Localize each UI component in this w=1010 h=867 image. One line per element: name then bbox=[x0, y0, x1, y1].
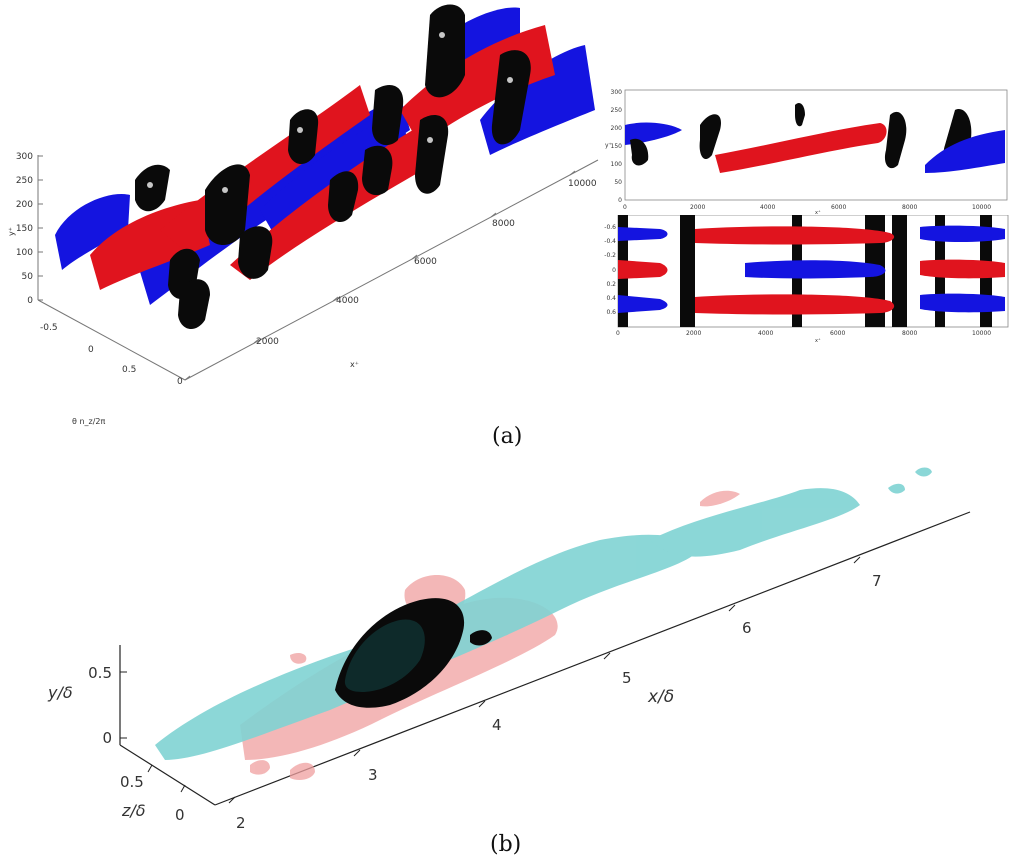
side-y-tick: 100 bbox=[611, 161, 623, 168]
top-x-tick: 10000 bbox=[972, 330, 991, 337]
side-vortex bbox=[699, 114, 721, 160]
vortex-structures bbox=[135, 4, 531, 330]
top-y-tick: 0 bbox=[612, 267, 616, 274]
side-vortex bbox=[630, 138, 649, 166]
b-y-tick: 0.5 bbox=[88, 664, 112, 682]
caption-a: (a) bbox=[492, 424, 523, 449]
side-y-tick: 50 bbox=[614, 179, 622, 186]
top-x-tick: 8000 bbox=[902, 330, 917, 337]
b-x-label: x/δ bbox=[647, 687, 674, 707]
main-x-tick: 10000 bbox=[568, 179, 597, 189]
top-streaks bbox=[618, 225, 1005, 315]
side-vortex bbox=[884, 111, 907, 169]
b-x-tick: 5 bbox=[622, 669, 632, 687]
main-x-tick: 6000 bbox=[414, 257, 437, 267]
main-x-tick: 2000 bbox=[256, 337, 279, 347]
b-x-tick: 4 bbox=[492, 716, 502, 734]
top-x-tick: 6000 bbox=[830, 330, 845, 337]
caption-b: (b) bbox=[490, 832, 522, 857]
main-y-label: y⁺ bbox=[7, 227, 16, 236]
b-x-tick: 3 bbox=[368, 766, 378, 784]
main-z-tick: 0 bbox=[88, 345, 94, 355]
main-x-tick: 4000 bbox=[336, 296, 359, 306]
panel-b-plot: 0.5 0 y/δ 0.5 0 z/δ 2 3 4 5 6 7 x/δ bbox=[0, 460, 1010, 830]
top-x-tick: 2000 bbox=[686, 330, 701, 337]
b-x-axis bbox=[214, 511, 971, 806]
main-z-label: θ n_z/2π bbox=[72, 417, 105, 426]
top-x-tick: 0 bbox=[616, 330, 620, 337]
main-z-tick: -0.5 bbox=[40, 323, 58, 333]
side-x-tick: 4000 bbox=[760, 204, 775, 211]
b-z-label: z/δ bbox=[121, 801, 146, 820]
main-y-tick: 300 bbox=[16, 152, 33, 162]
b-y-label: y/δ bbox=[47, 683, 73, 702]
top-x-tick: 4000 bbox=[758, 330, 773, 337]
panel-a-main-svg: 0 50 100 150 200 250 300 y⁺ -0.5 0 0.5 θ… bbox=[7, 4, 599, 426]
side-low-streak bbox=[925, 130, 1005, 173]
panel-a-side-view: 0 50 100 150 200 250 300 y⁺ 0 2000 4000 … bbox=[600, 85, 1010, 215]
side-x-tick: 6000 bbox=[831, 204, 846, 211]
top-y-tick: 0.6 bbox=[606, 309, 616, 316]
side-high-streak bbox=[715, 123, 887, 173]
side-y-tick: 0 bbox=[618, 197, 622, 204]
top-y-tick: -0.4 bbox=[604, 238, 616, 245]
main-x-label: x⁺ bbox=[350, 360, 359, 369]
b-x-tick: 6 bbox=[742, 619, 752, 637]
side-y-tick: 250 bbox=[611, 107, 623, 114]
b-cyan-surface bbox=[155, 467, 932, 760]
top-y-tick: 0.4 bbox=[606, 295, 616, 302]
side-x-tick: 2000 bbox=[690, 204, 705, 211]
panel-a-main-plot: 0 50 100 150 200 250 300 y⁺ -0.5 0 0.5 θ… bbox=[0, 0, 600, 430]
b-x-tick: 2 bbox=[236, 814, 246, 830]
side-low-streak bbox=[625, 122, 682, 145]
side-x-tick: 10000 bbox=[972, 204, 991, 211]
main-y-tick: 50 bbox=[22, 272, 34, 282]
b-z-tick: 0.5 bbox=[120, 773, 144, 791]
main-y-tick: 0 bbox=[27, 296, 33, 306]
top-view-svg: -0.6 -0.4 -0.2 0 0.2 0.4 0.6 0 2000 4000… bbox=[604, 215, 1009, 344]
side-x-tick: 0 bbox=[623, 204, 627, 211]
b-z-tick: 0 bbox=[175, 806, 185, 824]
top-y-tick: -0.2 bbox=[604, 252, 616, 259]
side-y-label: y⁺ bbox=[605, 142, 612, 149]
side-y-tick: 200 bbox=[611, 125, 623, 132]
b-x-tick: 7 bbox=[872, 572, 882, 590]
main-y-tick: 100 bbox=[16, 248, 33, 258]
top-y-tick: -0.6 bbox=[604, 224, 616, 231]
top-x-label: x⁺ bbox=[815, 338, 821, 344]
side-vortex bbox=[795, 103, 805, 127]
side-view-svg: 0 50 100 150 200 250 300 y⁺ 0 2000 4000 … bbox=[605, 89, 1008, 215]
main-y-tick: 200 bbox=[16, 200, 33, 210]
main-x-tick: 8000 bbox=[492, 219, 515, 229]
main-x-axis bbox=[184, 159, 599, 381]
side-y-tick: 150 bbox=[611, 143, 623, 150]
main-y-tick: 250 bbox=[16, 176, 33, 186]
side-x-tick: 8000 bbox=[902, 204, 917, 211]
side-y-tick: 300 bbox=[611, 89, 623, 96]
b-z-axis bbox=[119, 744, 216, 806]
main-z-axis bbox=[37, 299, 186, 381]
panel-b-svg: 0.5 0 y/δ 0.5 0 z/δ 2 3 4 5 6 7 x/δ bbox=[47, 467, 971, 830]
main-z-tick: 0.5 bbox=[122, 365, 136, 375]
top-y-tick: 0.2 bbox=[606, 281, 616, 288]
side-x-label: x⁺ bbox=[815, 210, 821, 215]
main-x-tick: 0 bbox=[177, 377, 183, 387]
b-y-tick: 0 bbox=[102, 729, 112, 747]
main-y-tick: 150 bbox=[16, 224, 33, 234]
b-dark-core bbox=[335, 598, 492, 708]
panel-a-top-view: -0.6 -0.4 -0.2 0 0.2 0.4 0.6 0 2000 4000… bbox=[600, 215, 1010, 345]
